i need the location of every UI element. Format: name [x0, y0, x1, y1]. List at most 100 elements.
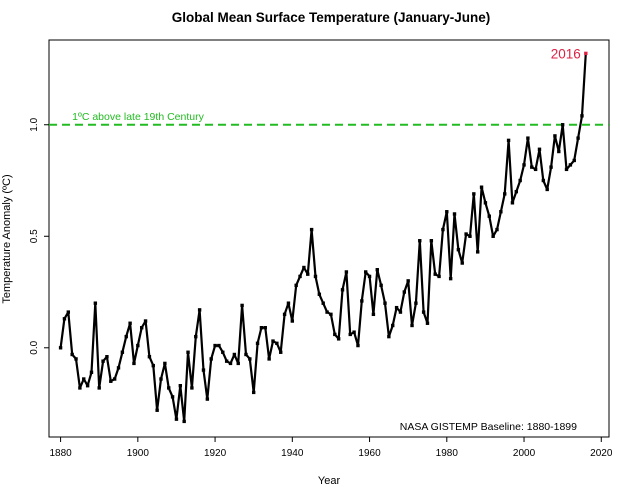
- data-point-1956: [352, 330, 356, 334]
- data-point-2014: [576, 136, 580, 140]
- data-point-1949: [325, 310, 329, 314]
- data-point-1920: [213, 343, 217, 348]
- data-point-1916: [197, 308, 202, 312]
- data-point-1966: [391, 323, 395, 328]
- data-point-1917: [201, 368, 206, 372]
- data-point-2013: [572, 158, 576, 163]
- data-point-2015: [580, 114, 584, 118]
- x-tick-label-1920: 1920: [204, 448, 227, 459]
- data-point-1886: [82, 377, 86, 381]
- data-point-1881: [62, 317, 67, 321]
- x-tick-label-1880: 1880: [49, 448, 72, 459]
- data-point-1921: [217, 343, 221, 348]
- series-jan-jun: [58, 51, 588, 424]
- data-point-1942: [298, 274, 302, 279]
- data-point-1919: [209, 357, 213, 361]
- data-point-1945: [309, 227, 314, 232]
- data-point-1912: [182, 419, 186, 424]
- data-point-1970: [406, 279, 410, 283]
- data-point-1880: [58, 346, 63, 350]
- data-point-2001: [526, 136, 530, 140]
- data-point-1981: [448, 276, 453, 281]
- data-point-1894: [112, 377, 117, 381]
- data-point-1975: [425, 321, 430, 325]
- data-point-1978: [437, 274, 441, 279]
- data-point-1972: [414, 301, 418, 305]
- data-point-2004: [537, 147, 542, 151]
- data-point-2009: [557, 149, 561, 154]
- data-point-1958: [360, 299, 364, 303]
- data-point-1961: [371, 312, 376, 317]
- data-point-1955: [348, 332, 352, 337]
- data-point-1991: [487, 214, 491, 218]
- data-point-1989: [479, 185, 484, 189]
- data-point-1923: [224, 359, 229, 363]
- data-point-1947: [317, 292, 322, 296]
- data-point-2002: [530, 165, 534, 169]
- series-line: [59, 53, 587, 423]
- data-point-1887: [85, 384, 90, 388]
- data-point-1889: [93, 301, 98, 305]
- data-point-1899: [132, 361, 136, 366]
- data-point-2012: [568, 163, 573, 167]
- x-tick-label-1960: 1960: [358, 448, 381, 459]
- data-point-2011: [564, 167, 569, 172]
- data-point-1976: [429, 239, 434, 243]
- data-point-1902: [143, 319, 148, 323]
- data-point-2008: [553, 134, 557, 138]
- data-point-1980: [445, 210, 449, 214]
- data-point-2006: [545, 187, 549, 192]
- x-axis-label: Year: [318, 475, 341, 487]
- data-point-1944: [306, 272, 310, 276]
- data-point-1908: [167, 386, 171, 390]
- data-point-1926: [236, 361, 240, 366]
- data-point-1890: [97, 386, 101, 390]
- x-tick-label-2000: 2000: [513, 448, 536, 459]
- data-point-1971: [410, 323, 414, 328]
- data-point-1883: [70, 352, 74, 357]
- data-point-1922: [221, 350, 225, 354]
- data-point-1906: [159, 377, 163, 381]
- data-point-1935: [271, 339, 275, 343]
- data-point-1946: [313, 274, 318, 279]
- data-point-1995: [503, 192, 507, 196]
- x-tick-label-1900: 1900: [127, 448, 150, 459]
- baseline-annotation: NASA GISTEMP Baseline: 1880-1899: [400, 421, 577, 433]
- x-tick-label-1940: 1940: [281, 448, 304, 459]
- data-point-2007: [549, 165, 553, 169]
- data-point-1959: [363, 270, 368, 274]
- data-point-1884: [74, 357, 78, 361]
- data-point-1897: [124, 334, 128, 339]
- data-point-1974: [421, 310, 426, 314]
- data-point-1918: [205, 397, 210, 401]
- data-point-1903: [147, 355, 152, 359]
- data-point-1895: [116, 366, 121, 370]
- data-point-1948: [321, 301, 325, 305]
- data-point-1892: [105, 355, 109, 359]
- data-point-1968: [398, 310, 403, 314]
- data-point-1913: [186, 350, 190, 354]
- data-point-1939: [286, 301, 291, 305]
- data-point-1953: [340, 288, 345, 292]
- data-point-2016: [584, 51, 588, 56]
- data-point-2000: [522, 163, 526, 167]
- y-axis-ticks: 0.0 0.5 1.0: [29, 117, 49, 355]
- data-point-1909: [170, 395, 175, 399]
- data-point-1934: [267, 357, 271, 361]
- data-point-1998: [514, 189, 519, 194]
- data-point-1943: [302, 265, 306, 270]
- data-point-1910: [174, 417, 179, 421]
- data-point-2010: [560, 123, 565, 127]
- data-point-1905: [155, 408, 159, 412]
- data-point-1900: [136, 343, 140, 348]
- data-point-1951: [333, 332, 337, 337]
- data-point-1901: [139, 326, 144, 330]
- data-point-1979: [441, 227, 445, 232]
- y-tick-label-0.0: 0.0: [29, 340, 40, 354]
- data-point-1885: [78, 386, 82, 390]
- data-point-1932: [259, 326, 264, 330]
- data-point-1985: [464, 232, 468, 236]
- data-point-1973: [418, 239, 422, 243]
- data-point-1937: [279, 350, 283, 354]
